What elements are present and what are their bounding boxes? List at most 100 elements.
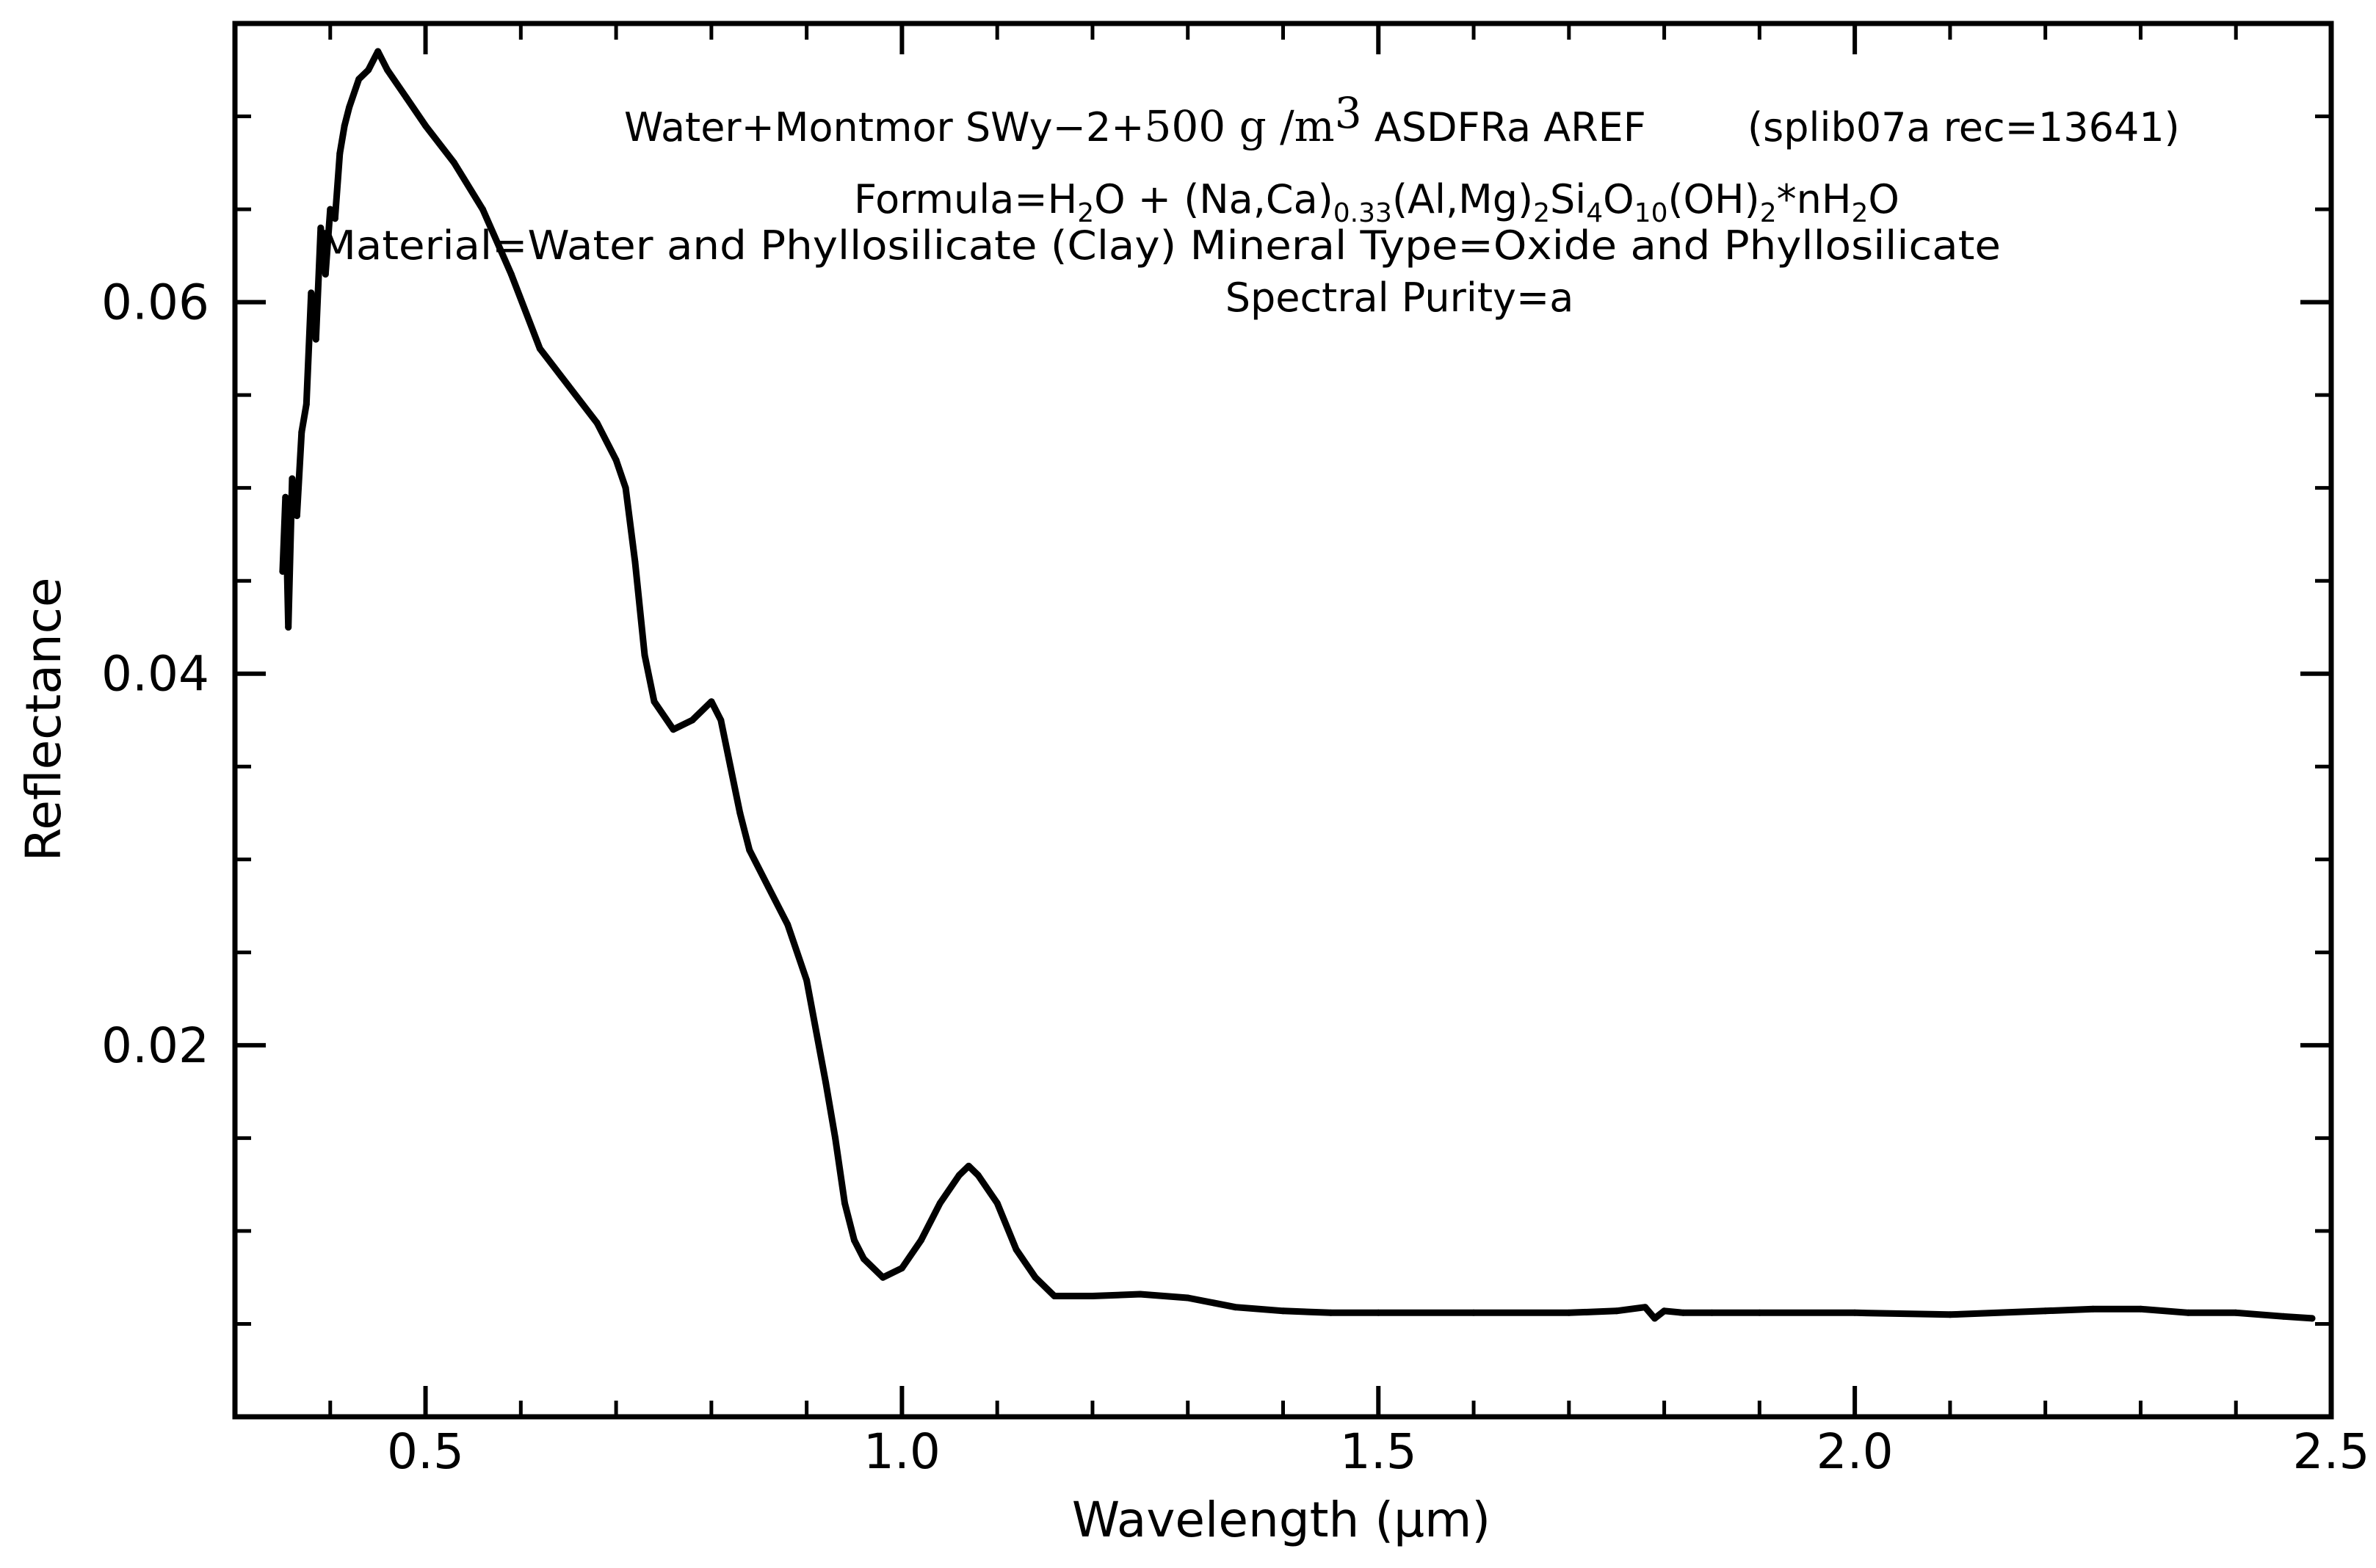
data-point (1089, 1293, 1096, 1299)
data-point (374, 48, 382, 55)
data-point (917, 1237, 924, 1244)
data-point (832, 1134, 839, 1141)
data-point (670, 726, 677, 733)
x-tick-label: 1.5 (1340, 1423, 1417, 1480)
data-point (2090, 1305, 2097, 1313)
formula-part: Formula=H (854, 176, 1077, 222)
series-points (279, 48, 2316, 1322)
title-line-1-instrument: ASDFRa AREF (1362, 104, 1646, 150)
title-line-3-material: Material=Water and Phyllosilicate (Clay)… (319, 222, 2001, 269)
formula-subscript: 2 (1533, 198, 1550, 228)
data-point (1680, 1309, 1687, 1316)
x-tick-label: 2.0 (1817, 1423, 1894, 1480)
data-point (422, 122, 429, 129)
data-point (507, 271, 515, 278)
data-point (689, 716, 696, 724)
formula-subscript: 2 (1851, 198, 1868, 228)
data-point (365, 66, 372, 73)
formula-part: O (1603, 176, 1634, 222)
data-point (331, 215, 338, 222)
data-point (593, 419, 601, 427)
data-point (1709, 1309, 1715, 1316)
y-tick-label: 0.02 (101, 1017, 209, 1074)
data-point (955, 1172, 963, 1179)
data-point (279, 568, 286, 575)
title-line-1: Water+Montmor SWy−2+500 g /m3 ASDFRa ARE… (624, 88, 1646, 151)
y-axis-title: Reflectance (15, 577, 72, 861)
data-point (765, 884, 772, 891)
x-axis-title: Wavelength (μm) (1072, 1492, 1491, 1548)
data-point (2232, 1309, 2239, 1316)
data-point (898, 1265, 905, 1271)
x-tick-label: 0.5 (387, 1423, 464, 1480)
data-point (2308, 1315, 2316, 1322)
formula-part: Si (1550, 176, 1586, 222)
data-point (1565, 1309, 1573, 1316)
data-point (880, 1274, 886, 1281)
y-tick-labels: 0.02 0.04 0.06 (101, 275, 209, 1074)
title-line-1-sample: Water+Montmor SWy−2+ (624, 104, 1144, 150)
formula-subscript: 4 (1586, 198, 1603, 228)
data-point (936, 1199, 943, 1207)
formula-part: (Al,Mg) (1392, 176, 1533, 222)
data-point (479, 206, 486, 213)
data-point (384, 66, 391, 73)
formula-part: O (1868, 176, 1899, 222)
formula-part: *nH (1777, 176, 1852, 222)
data-point (312, 335, 319, 343)
major-ticks (235, 23, 2333, 1417)
data-point (1946, 1311, 1954, 1318)
data-point (303, 401, 310, 408)
formula-subscript: 0.33 (1333, 198, 1392, 228)
data-point (1137, 1291, 1144, 1298)
data-point (993, 1199, 1001, 1207)
data-point (298, 429, 305, 436)
data-point (285, 624, 292, 631)
data-point (1184, 1294, 1192, 1302)
data-point (1756, 1309, 1763, 1316)
data-point (2280, 1313, 2287, 1320)
x-tick-label: 1.0 (863, 1423, 941, 1480)
data-point (293, 512, 300, 520)
title-line-1-record: (splib07a rec=13641) (1747, 104, 2180, 150)
data-point (1051, 1293, 1058, 1299)
data-point (1661, 1307, 1668, 1315)
data-point (822, 1079, 830, 1086)
data-point (727, 763, 734, 770)
y-tick-label: 0.04 (101, 646, 209, 703)
y-tick-label: 0.06 (101, 275, 209, 331)
title-line-1-concentration: 500 g /m (1144, 101, 1334, 151)
data-point (708, 698, 715, 705)
data-point (784, 921, 792, 928)
data-point (965, 1162, 972, 1169)
data-point (612, 457, 620, 464)
x-tick-labels: 0.5 1.0 1.5 2.0 2.5 (387, 1423, 2369, 1480)
data-point (451, 159, 457, 167)
data-point (403, 94, 410, 101)
data-point (1613, 1307, 1620, 1315)
formula-part: O + (Na,Ca) (1094, 176, 1333, 222)
data-point (2184, 1309, 2192, 1316)
data-point (746, 846, 753, 854)
data-point (641, 651, 648, 658)
data-point (841, 1199, 848, 1207)
title-line-1-unit-exponent: 3 (1335, 88, 1362, 138)
data-point (308, 289, 315, 297)
data-point (355, 76, 363, 83)
data-point (1013, 1246, 1020, 1253)
data-point (974, 1172, 982, 1179)
x-tick-label: 2.5 (2293, 1423, 2370, 1480)
data-point (536, 345, 543, 352)
data-point (651, 698, 658, 705)
data-point (1327, 1309, 1334, 1316)
data-point (1280, 1307, 1286, 1315)
data-point (861, 1255, 867, 1263)
data-point (736, 810, 744, 816)
chart-title-block: Water+Montmor SWy−2+500 g /m3 ASDFRa ARE… (319, 88, 2180, 321)
data-point (631, 559, 639, 566)
data-point (803, 976, 811, 984)
formula-subscript: 10 (1634, 198, 1668, 228)
data-point (317, 224, 325, 231)
